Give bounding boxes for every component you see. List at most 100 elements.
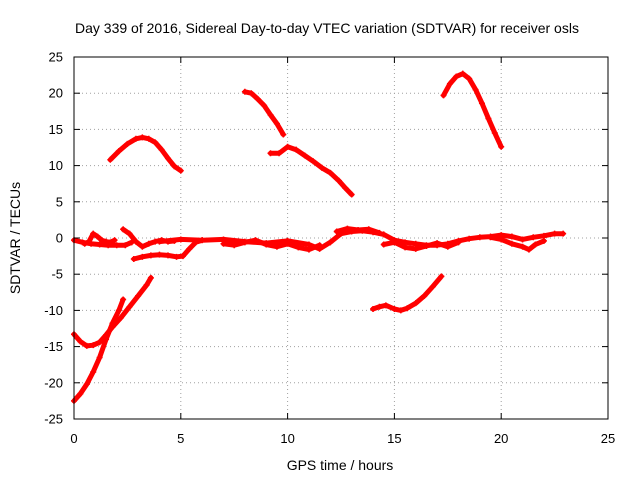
y-tick-label: 5 (56, 194, 63, 209)
data-point (98, 237, 105, 244)
data-point (145, 240, 152, 247)
data-point (412, 240, 419, 247)
data-point (164, 252, 171, 259)
data-point (130, 255, 137, 262)
y-tick-label: -10 (44, 303, 63, 318)
data-point (83, 342, 90, 349)
data-point (120, 226, 127, 233)
data-point (305, 241, 312, 248)
data-point (446, 80, 453, 87)
data-point (348, 191, 355, 198)
y-tick-label: -20 (44, 375, 63, 390)
series-line-arc-11 (131, 237, 205, 262)
x-tick-label: 25 (601, 431, 615, 446)
data-point (267, 111, 274, 118)
series-line-arc-7 (370, 273, 444, 313)
x-axis-label: GPS time / hours (287, 457, 394, 473)
y-tick-label: -5 (51, 267, 63, 282)
data-point (164, 155, 171, 162)
data-point (391, 305, 398, 312)
data-point (327, 239, 334, 246)
data-point (117, 314, 124, 321)
y-tick-label: 15 (49, 122, 63, 137)
data-point (252, 237, 259, 244)
data-point (156, 251, 163, 258)
data-point (273, 120, 280, 127)
data-point (147, 274, 154, 281)
data-point (421, 292, 428, 299)
data-point (177, 167, 184, 174)
data-point (139, 243, 146, 250)
ticks (73, 56, 609, 420)
data-point (382, 302, 389, 309)
data-point (380, 241, 387, 248)
data-point (147, 252, 154, 259)
data-point (551, 230, 558, 237)
data-point (355, 227, 362, 234)
data-point (402, 239, 409, 246)
data-point (376, 303, 383, 310)
data-point (519, 243, 526, 250)
data-point (107, 239, 114, 246)
data-point (135, 292, 142, 299)
data-point (293, 146, 300, 153)
data-point (335, 177, 342, 184)
data-point (177, 236, 184, 243)
data-point (412, 245, 419, 252)
data-point (199, 237, 206, 244)
y-tick-label: 20 (49, 86, 63, 101)
data-point (96, 339, 103, 346)
data-point (434, 240, 441, 247)
y-tick-label: 0 (56, 231, 63, 246)
data-point (412, 300, 419, 307)
y-axis-label: SDTVAR / TECUs (7, 182, 23, 294)
data-point (525, 246, 532, 253)
data-point (327, 169, 334, 176)
data-point (81, 240, 88, 247)
data-point (107, 156, 114, 163)
data-point (485, 115, 492, 122)
data-point (96, 354, 103, 361)
data-point (220, 240, 227, 247)
data-point (276, 150, 283, 157)
data-point (77, 390, 84, 397)
data-point (466, 75, 473, 82)
data-point (444, 243, 451, 250)
data-point (109, 324, 116, 331)
data-point (365, 226, 372, 233)
data-point (261, 102, 268, 109)
x-tick-label: 15 (387, 431, 401, 446)
data-point (438, 273, 445, 280)
data-point (115, 148, 122, 155)
data-point (540, 237, 547, 244)
data-point (158, 146, 165, 153)
data-point (143, 282, 150, 289)
data-point (284, 240, 291, 247)
data-point (254, 95, 261, 102)
y-tick-label: 25 (49, 50, 63, 65)
data-point (263, 241, 270, 248)
data-point (90, 342, 97, 349)
data-point (498, 143, 505, 150)
data-point (248, 90, 255, 97)
data-point (453, 73, 460, 80)
data-point (459, 70, 466, 77)
data-point (179, 253, 186, 260)
data-point (83, 381, 90, 388)
data-point (273, 243, 280, 250)
data-point (380, 231, 387, 238)
y-tick-label: 10 (49, 158, 63, 173)
data-point (491, 130, 498, 137)
data-point (370, 305, 377, 312)
data-point (455, 239, 462, 246)
data-point (113, 242, 120, 249)
data-point (508, 240, 515, 247)
data-point (532, 241, 539, 248)
data-point (498, 236, 505, 243)
data-point (139, 134, 146, 141)
data-point (126, 303, 133, 310)
chart-title: Day 339 of 2016, Sidereal Day-to-day VTE… (75, 20, 579, 36)
data-point (77, 338, 84, 345)
data-point (132, 238, 139, 245)
